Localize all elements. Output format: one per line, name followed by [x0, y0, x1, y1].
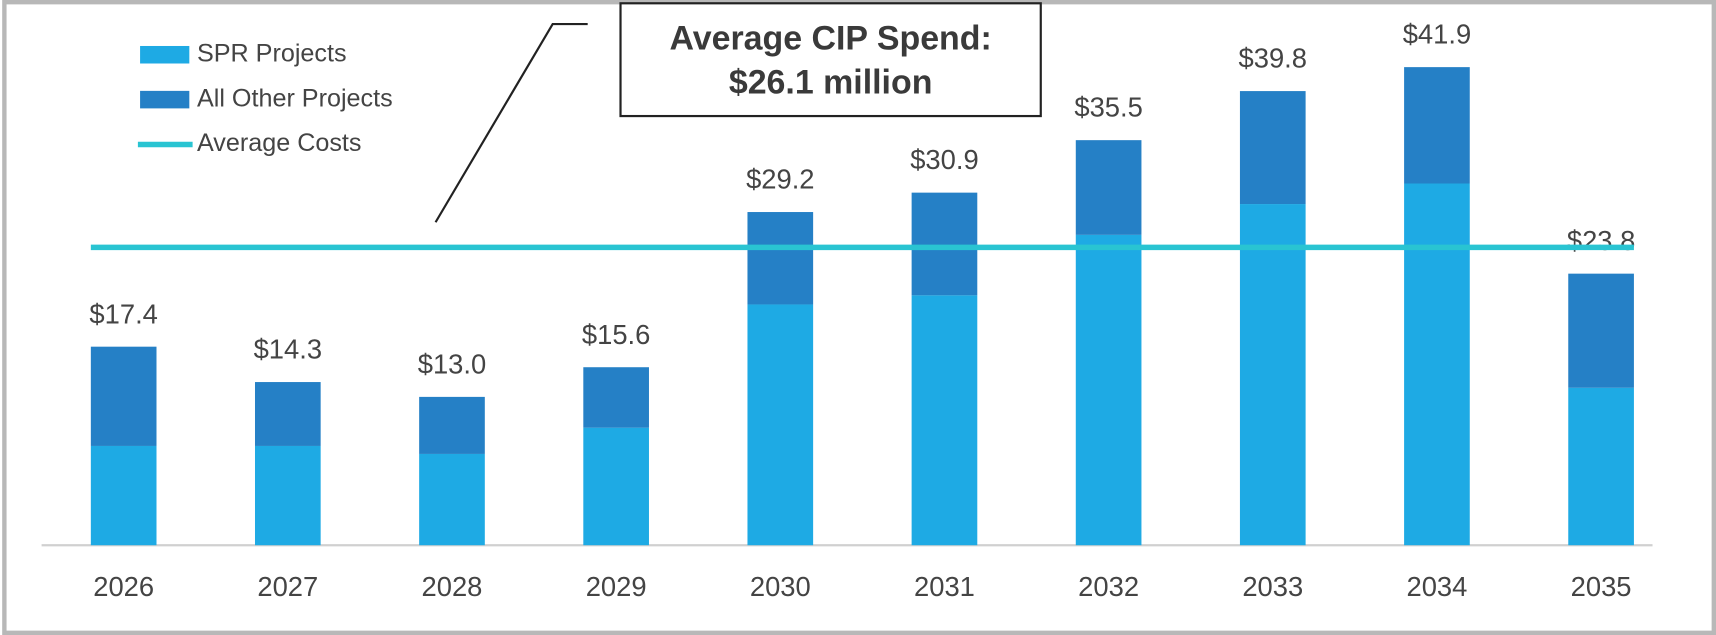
- data-label: $15.6: [582, 319, 650, 350]
- data-label: $23.8: [1567, 225, 1635, 256]
- annotation-box: [619, 2, 1042, 118]
- legend-swatch: [140, 45, 190, 64]
- bar-segment: [1239, 91, 1306, 205]
- x-tick-label: 2030: [750, 571, 811, 602]
- bar-segment: [1568, 387, 1634, 546]
- x-tick-label: 2032: [1078, 571, 1139, 602]
- bar-segment: [1404, 183, 1470, 546]
- data-label: $39.8: [1239, 43, 1307, 74]
- x-tick-label: 2033: [1242, 571, 1303, 602]
- bar-segment: [911, 192, 978, 296]
- x-tick-label: 2034: [1406, 571, 1467, 602]
- data-label: $17.4: [89, 298, 157, 329]
- annotation-text: Average CIP Spend:: [669, 19, 991, 57]
- bar-segment: [1075, 234, 1142, 546]
- bar-segment: [747, 304, 814, 546]
- data-label: $30.9: [910, 144, 978, 175]
- bar-segment: [1568, 273, 1634, 388]
- legend-label: SPR Projects: [197, 39, 347, 67]
- x-tick-label: 2035: [1571, 571, 1632, 602]
- annotation-connector: [434, 22, 588, 223]
- bar-segment: [1239, 204, 1306, 546]
- bar-segment: [747, 212, 814, 305]
- annotation-text: $26.1 million: [729, 63, 933, 101]
- x-tick-label: 2028: [422, 571, 483, 602]
- bar-segment: [254, 382, 321, 446]
- bar-segment: [90, 445, 157, 546]
- bar-segment: [583, 427, 649, 546]
- bar-segment: [419, 453, 485, 546]
- bar-segment: [911, 295, 978, 546]
- x-tick-label: 2029: [586, 571, 647, 602]
- data-label: $13.0: [418, 348, 486, 379]
- x-tick-label: 2026: [93, 571, 154, 602]
- legend-label: Average Costs: [197, 129, 362, 157]
- data-label: $35.5: [1074, 92, 1142, 123]
- data-label: $29.2: [746, 164, 814, 195]
- bar-segment: [419, 396, 485, 454]
- bar-segment: [1404, 67, 1470, 184]
- bar-segment: [1075, 140, 1142, 235]
- bar-segment: [254, 445, 321, 546]
- data-label: $41.9: [1403, 19, 1471, 50]
- bar-segment: [90, 346, 157, 446]
- data-label: $14.3: [254, 334, 322, 365]
- x-tick-label: 2027: [257, 571, 318, 602]
- x-tick-label: 2031: [914, 571, 975, 602]
- legend-label: All Other Projects: [197, 84, 393, 112]
- legend-swatch: [140, 90, 190, 109]
- bar-segment: [583, 367, 649, 428]
